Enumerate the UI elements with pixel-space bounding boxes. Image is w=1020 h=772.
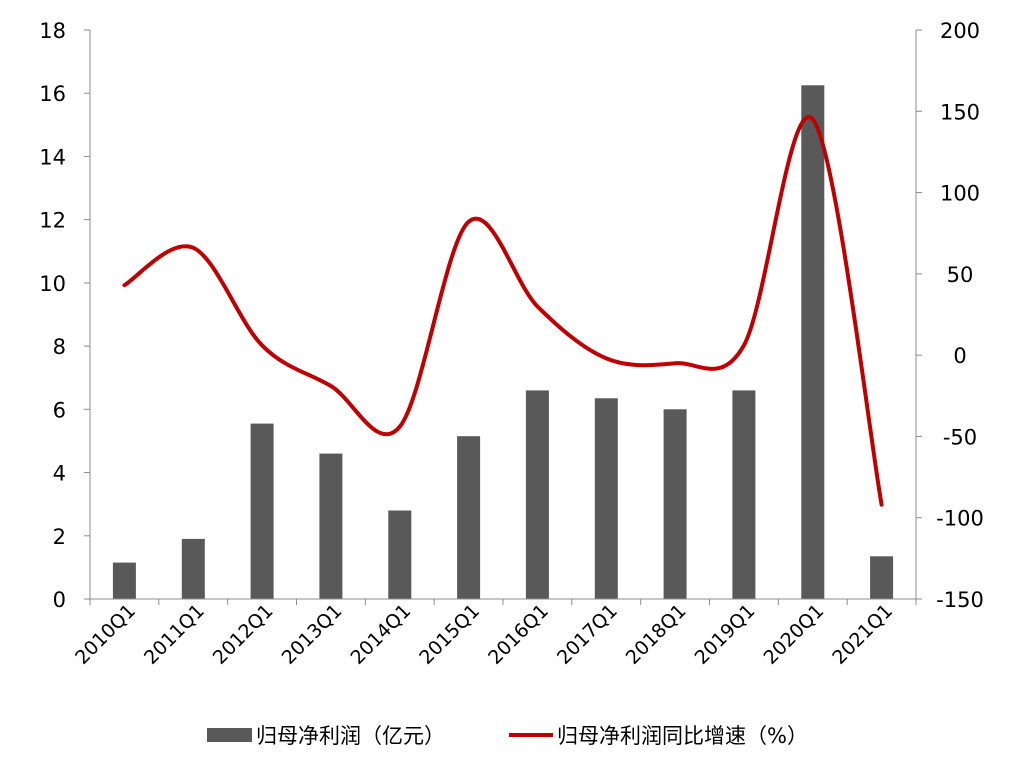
left-tick-label: 4 — [53, 462, 66, 486]
bar-2013Q1 — [319, 454, 342, 599]
bar-2012Q1 — [251, 424, 274, 599]
bar-2021Q1 — [870, 556, 893, 599]
bar-2010Q1 — [113, 563, 136, 599]
left-tick-label: 6 — [53, 398, 66, 422]
left-tick-label: 0 — [53, 588, 66, 612]
x-tick-label: 2011Q1 — [140, 600, 209, 669]
x-tick-label: 2012Q1 — [209, 600, 278, 669]
bar-2015Q1 — [457, 436, 480, 599]
bar-2018Q1 — [664, 409, 687, 599]
bar-2014Q1 — [388, 511, 411, 600]
right-tick-label: 100 — [940, 182, 980, 206]
axes: 0 2 4 6 8 10 12 14 16 18 -150 -100 -50 0 50 100 150 200 20… — [39, 19, 984, 669]
x-tick-label: 2018Q1 — [622, 600, 691, 669]
x-tick-label: 2014Q1 — [346, 600, 415, 669]
left-tick-label: 12 — [39, 209, 66, 233]
left-tick-label: 18 — [39, 19, 66, 43]
line-series — [124, 117, 881, 505]
x-tick-label: 2013Q1 — [278, 600, 347, 669]
bar-2016Q1 — [526, 390, 549, 599]
right-tick-label: 150 — [940, 100, 980, 124]
bar-2020Q1 — [801, 85, 824, 599]
x-tick-label: 2021Q1 — [828, 600, 897, 669]
x-tick-label: 2020Q1 — [759, 600, 828, 669]
x-tick-label: 2019Q1 — [691, 600, 760, 669]
x-tick-label: 2016Q1 — [484, 600, 553, 669]
x-tick-label: 2015Q1 — [415, 600, 484, 669]
right-tick-label: -100 — [936, 507, 984, 531]
bar-2011Q1 — [182, 539, 205, 599]
left-tick-label: 10 — [39, 272, 66, 296]
bar-2019Q1 — [732, 390, 755, 599]
legend-bar-label: 归母净利润（亿元） — [256, 724, 445, 748]
right-tick-label: -50 — [943, 425, 977, 449]
left-tick-label: 16 — [39, 82, 66, 106]
x-tick-label: 2010Q1 — [71, 600, 140, 669]
right-tick-label: 200 — [940, 19, 980, 43]
left-tick-label: 14 — [39, 145, 66, 169]
bar-series — [113, 85, 893, 599]
left-tick-label: 8 — [53, 335, 66, 359]
right-tick-label: -150 — [936, 588, 984, 612]
legend-bar-swatch — [207, 728, 252, 742]
bar-2017Q1 — [595, 398, 618, 599]
right-tick-label: 50 — [947, 263, 974, 287]
legend-line-label: 归母净利润同比增速（%） — [557, 724, 808, 748]
left-tick-label: 2 — [53, 525, 66, 549]
legend: 归母净利润（亿元） 归母净利润同比增速（%） — [207, 724, 808, 748]
growth-line — [124, 117, 881, 505]
x-tick-label: 2017Q1 — [553, 600, 622, 669]
right-tick-label: 0 — [953, 344, 966, 368]
